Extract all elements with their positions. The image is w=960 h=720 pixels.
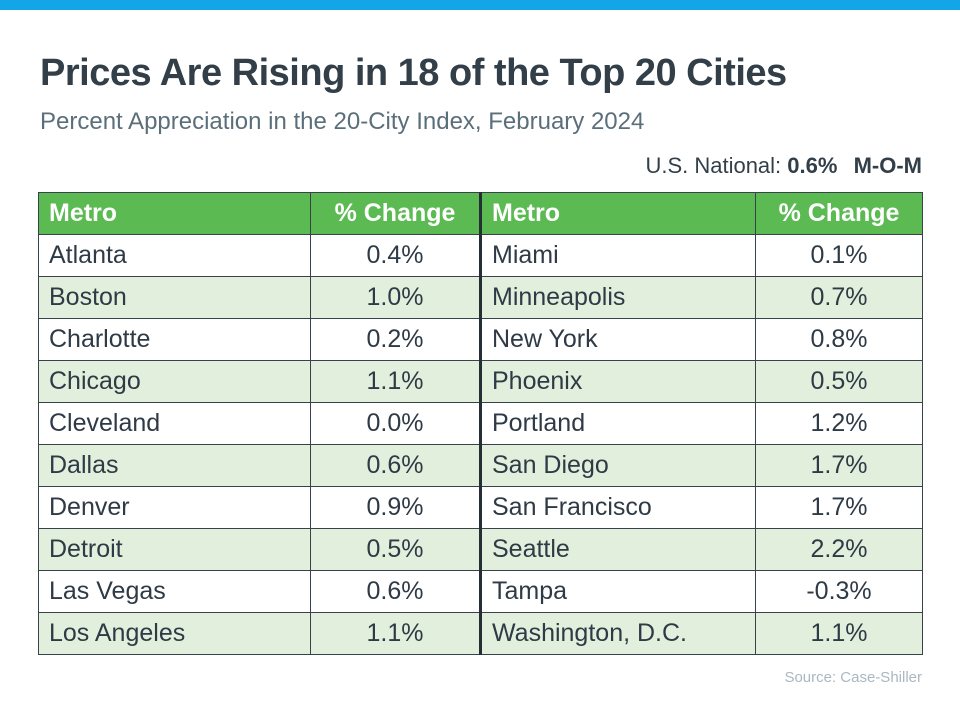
table-row: Chicago 1.1% Phoenix 0.5% bbox=[38, 360, 923, 403]
change-cell: 0.0% bbox=[310, 402, 481, 445]
table-row: Las Vegas 0.6% Tampa -0.3% bbox=[38, 570, 923, 613]
metro-cell: Detroit bbox=[38, 528, 311, 571]
metro-cell: New York bbox=[479, 318, 756, 361]
header-row: Metro % Change Metro % Change bbox=[38, 192, 923, 235]
metro-cell: San Diego bbox=[479, 444, 756, 487]
table-row: Denver 0.9% San Francisco 1.7% bbox=[38, 486, 923, 529]
table-row: Atlanta 0.4% Miami 0.1% bbox=[38, 234, 923, 277]
metro-cell: Portland bbox=[479, 402, 756, 445]
metro-cell: Charlotte bbox=[38, 318, 311, 361]
col-header-change-left: % Change bbox=[310, 192, 481, 235]
metro-cell: Las Vegas bbox=[38, 570, 311, 613]
change-cell: 0.5% bbox=[310, 528, 481, 571]
change-cell: 1.2% bbox=[755, 402, 923, 445]
table-row: Boston 1.0% Minneapolis 0.7% bbox=[38, 276, 923, 319]
metro-cell: Denver bbox=[38, 486, 311, 529]
metro-table-head: Metro % Change Metro % Change bbox=[38, 192, 923, 235]
metro-cell: Dallas bbox=[38, 444, 311, 487]
metro-cell: Seattle bbox=[479, 528, 756, 571]
metro-cell: Minneapolis bbox=[479, 276, 756, 319]
table-row: Dallas 0.6% San Diego 1.7% bbox=[38, 444, 923, 487]
change-cell: 0.8% bbox=[755, 318, 923, 361]
table-row: Los Angeles 1.1% Washington, D.C. 1.1% bbox=[38, 612, 923, 655]
metro-table: Metro % Change Metro % Change Atlanta 0.4… bbox=[38, 192, 923, 655]
metro-cell: Boston bbox=[38, 276, 311, 319]
change-cell: 0.1% bbox=[755, 234, 923, 277]
page-title: Prices Are Rising in 18 of the Top 20 Ci… bbox=[40, 52, 787, 94]
col-header-change-right: % Change bbox=[755, 192, 923, 235]
change-cell: 1.1% bbox=[310, 360, 481, 403]
change-cell: 0.7% bbox=[755, 276, 923, 319]
metro-cell: Miami bbox=[479, 234, 756, 277]
col-header-metro-left: Metro bbox=[38, 192, 311, 235]
metro-cell: Los Angeles bbox=[38, 612, 311, 655]
change-cell: 2.2% bbox=[755, 528, 923, 571]
national-stat: U.S. National: 0.6% M-O-M bbox=[38, 153, 922, 179]
metro-cell: Atlanta bbox=[38, 234, 311, 277]
change-cell: 1.1% bbox=[310, 612, 481, 655]
source-credit: Source: Case-Shiller bbox=[784, 669, 922, 686]
table-row: Detroit 0.5% Seattle 2.2% bbox=[38, 528, 923, 571]
table-row: Charlotte 0.2% New York 0.8% bbox=[38, 318, 923, 361]
metro-cell: Tampa bbox=[479, 570, 756, 613]
change-cell: 0.5% bbox=[755, 360, 923, 403]
change-cell: -0.3% bbox=[755, 570, 923, 613]
national-period: M-O-M bbox=[853, 153, 922, 178]
change-cell: 0.6% bbox=[310, 570, 481, 613]
change-cell: 0.6% bbox=[310, 444, 481, 487]
slide-content: Prices Are Rising in 18 of the Top 20 Ci… bbox=[0, 50, 960, 686]
metro-table-body: Atlanta 0.4% Miami 0.1% Boston 1.0% Minneapoli… bbox=[38, 234, 923, 655]
national-value: 0.6% bbox=[787, 153, 838, 178]
national-label: U.S. National: bbox=[645, 153, 782, 178]
metro-cell: Chicago bbox=[38, 360, 311, 403]
metro-cell: Phoenix bbox=[479, 360, 756, 403]
change-cell: 1.7% bbox=[755, 444, 923, 487]
change-cell: 0.9% bbox=[310, 486, 481, 529]
page-subtitle: Percent Appreciation in the 20-City Inde… bbox=[40, 108, 645, 135]
change-cell: 0.2% bbox=[310, 318, 481, 361]
change-cell: 0.4% bbox=[310, 234, 481, 277]
metro-cell: Washington, D.C. bbox=[479, 612, 756, 655]
table-row: Cleveland 0.0% Portland 1.2% bbox=[38, 402, 923, 445]
change-cell: 1.1% bbox=[755, 612, 923, 655]
change-cell: 1.0% bbox=[310, 276, 481, 319]
top-accent-bar bbox=[0, 0, 960, 10]
col-header-metro-right: Metro bbox=[479, 192, 756, 235]
change-cell: 1.7% bbox=[755, 486, 923, 529]
metro-cell: San Francisco bbox=[479, 486, 756, 529]
metro-cell: Cleveland bbox=[38, 402, 311, 445]
